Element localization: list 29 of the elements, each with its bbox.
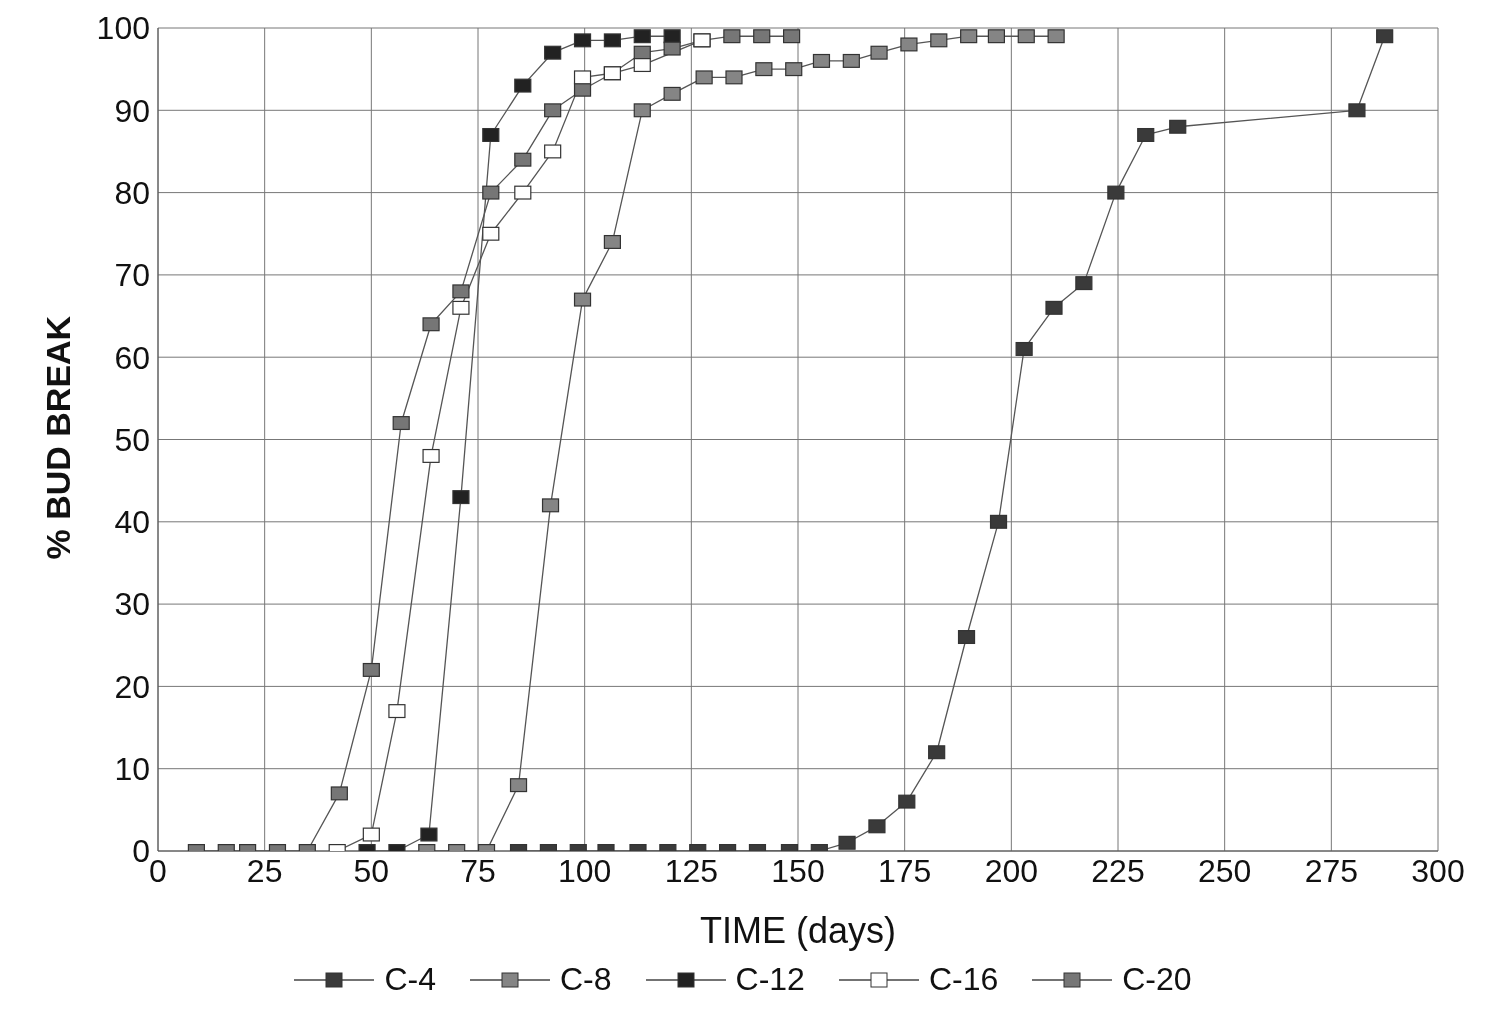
x-tick-label: 50	[353, 852, 390, 889]
y-tick-label: 20	[114, 668, 150, 705]
x-tick-label: 175	[877, 852, 932, 889]
x-tick-label: 150	[771, 852, 825, 889]
x-tick-label: 225	[1091, 852, 1145, 889]
y-axis-title: % BUD BREAK	[39, 315, 78, 560]
x-tick-label: 25	[246, 852, 283, 889]
y-tick-label: 60	[114, 339, 150, 376]
y-tick-label: 50	[114, 421, 150, 458]
x-tick-label: 300	[1411, 852, 1465, 889]
y-tick-label: 30	[114, 586, 150, 623]
x-tick-label: 250	[1197, 852, 1252, 889]
x-axis-title: TIME (days)	[699, 910, 897, 951]
x-tick-label: 100	[557, 852, 612, 889]
y-tick-label: 80	[114, 174, 150, 211]
x-tick-label: 125	[664, 852, 719, 889]
x-tick-label: 200	[984, 852, 1039, 889]
legend-label: C-16	[928, 961, 999, 998]
y-tick-label: 40	[114, 504, 150, 541]
legend-label: C-8	[559, 961, 612, 998]
legend-label: C-20	[1122, 961, 1192, 998]
legend-label: C-4	[384, 961, 436, 998]
y-tick-label: 90	[114, 92, 150, 129]
y-tick-label: 70	[114, 257, 150, 294]
x-tick-label: 75	[460, 852, 496, 889]
y-tick-label: 10	[114, 751, 150, 788]
legend-label: C-12	[735, 961, 805, 998]
x-tick-label: 275	[1304, 852, 1359, 889]
y-tick-label: 100	[96, 10, 150, 47]
